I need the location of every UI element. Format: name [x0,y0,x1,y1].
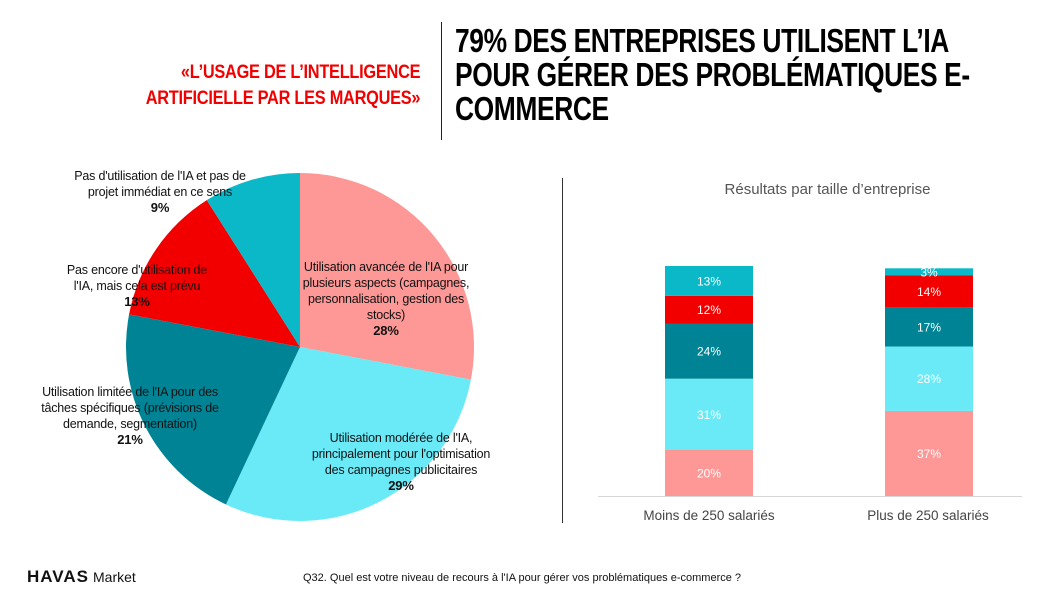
bar-value-label: 3% [920,265,938,279]
stacked-bar-chart: 20% 31% 24% 12% 13% 37% 28% 17% 14% 3% [598,265,1022,497]
bar-segment-aucune [665,266,753,296]
value-label: 13% [124,294,150,309]
label-line: stocks) [366,308,406,322]
value-label: 28% [373,323,399,338]
title-line: 79% DES ENTREPRISES UTILISENT L’IA [455,22,949,59]
survey-question: Q32. Quel est votre niveau de recours à … [303,572,742,584]
pie-label-limitee: Utilisation limitée de l'IA pour des tâc… [25,384,235,448]
bar-segment-moderee [665,378,753,450]
value-label: 21% [117,432,143,447]
label-line: Utilisation avancée de l'IA pour [303,260,469,274]
pie-chart [125,173,475,521]
bar-segment-limitee [665,323,753,379]
value-label: 9% [150,200,170,215]
bar-value-label: 13% [697,274,721,288]
bar-value-label: 28% [917,372,941,386]
pie-label-prevu: Pas encore d'utilisation de l'IA, mais c… [52,262,222,310]
pie-slice-prevu [129,200,300,347]
bar-segment-moderee [885,346,973,411]
pie-slice-avancee [300,173,475,380]
subtitle-line: ARTIFICIELLE PAR LES MARQUES» [145,88,420,109]
bar-segment-aucune [885,268,973,276]
title-line: POUR GÉRER DES PROBLÉMATIQUES E- [455,56,970,93]
label-line: tâches spécifiques (prévisions de [41,401,219,415]
bar-value-label: 20% [697,467,721,481]
label-line: Utilisation modérée de l'IA, [329,431,473,445]
bar-value-label: 31% [697,408,721,422]
bar-segment-prevu [665,295,753,324]
label-line: demande, segmentation) [63,417,197,431]
report-subtitle: «L’USAGE DE L’INTELLIGENCE ARTIFICIELLE … [145,60,420,112]
bar-segment-limitee [885,307,973,347]
bar-value-label: 24% [697,345,721,359]
x-tick-label: Plus de 250 salariés [867,508,989,523]
brand-suffix: Market [93,569,136,585]
pie-label-moderee: Utilisation modérée de l'IA, principalem… [296,430,506,494]
page-title: 79% DES ENTREPRISES UTILISENT L’IA POUR … [455,24,970,126]
bar-value-label: 14% [917,285,941,299]
label-line: l'IA, mais cela est prévu [73,279,201,293]
value-label: 29% [388,478,414,493]
bar-segment-prevu [885,275,973,308]
label-line: principalement pour l'optimisation [311,447,491,461]
x-tick-label: Moins de 250 salariés [643,508,775,523]
pie-slice-moderee [225,347,471,521]
pie-label-aucune: Pas d'utilisation de l'IA et pas de proj… [55,168,265,216]
bar-chart-title: Résultats par taille d’entreprise [724,181,931,198]
pie-label-avancee: Utilisation avancée de l'IA pour plusieu… [300,259,472,339]
bar-value-label: 12% [697,303,721,317]
pie-slice-limitee [125,314,300,505]
label-line: Pas d'utilisation de l'IA et pas de [74,169,246,183]
label-line: projet immédiat en ce sens [87,185,233,199]
brand-name: HAVAS [27,567,89,586]
section-divider [562,178,563,523]
havas-market-logo: HAVAS Market [27,567,136,587]
bar-value-label: 17% [917,320,941,334]
bar-segment-avancee [665,450,753,496]
label-line: plusieurs aspects (campagnes, [302,276,470,290]
bar-value-label: 37% [917,447,941,461]
pie-slice-aucune [206,173,300,347]
bar-segment-avancee [885,410,973,496]
subtitle-line: «L’USAGE DE L’INTELLIGENCE [180,62,421,83]
label-line: des campagnes publicitaires [324,463,478,477]
label-line: Utilisation limitée de l'IA pour des [42,385,218,399]
header-divider [441,22,442,140]
title-line: COMMERCE [455,90,609,127]
label-line: Pas encore d'utilisation de [66,263,208,277]
label-line: personnalisation, gestion des [307,292,465,306]
